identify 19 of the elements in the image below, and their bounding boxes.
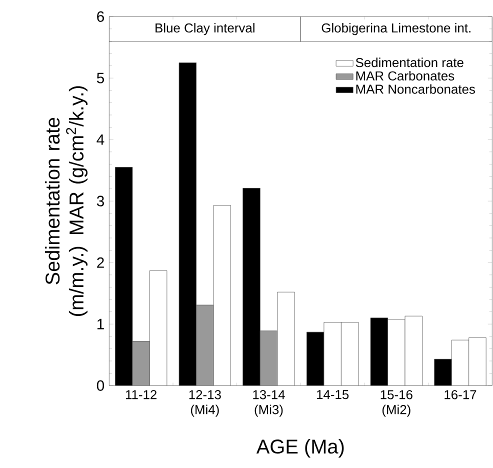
y-tick-label: 3 — [96, 196, 104, 206]
legend-label: Sedimentation rate — [356, 58, 464, 68]
x-tick-label: 16-17 — [444, 390, 476, 400]
x-tick-label: 15-16 (Mi2) — [380, 390, 412, 417]
x-tick-label: 13-14 (Mi3) — [253, 390, 285, 417]
x-tick-label: 12-13 (Mi4) — [189, 390, 221, 417]
x-tick-label: 14-15 — [316, 390, 349, 400]
x-tick-label: 11-12 — [126, 390, 156, 400]
legend-label: MAR Carbonates — [356, 70, 454, 80]
y-tick-label: 5 — [96, 72, 104, 84]
x-axis-title: AGE (Ma) — [256, 439, 344, 458]
legend-label: MAR Noncarbonates — [356, 84, 475, 94]
annotation: Blue Clay interval — [156, 23, 254, 36]
y-tick-label: 4 — [96, 134, 104, 145]
y-tick-label: 2 — [97, 257, 104, 268]
y-tick-label: 0 — [96, 380, 104, 391]
y-tick-label: 6 — [97, 11, 104, 22]
annotation: Globigerina Limestone int. — [322, 23, 470, 36]
y-tick-label: 1 — [97, 318, 104, 330]
